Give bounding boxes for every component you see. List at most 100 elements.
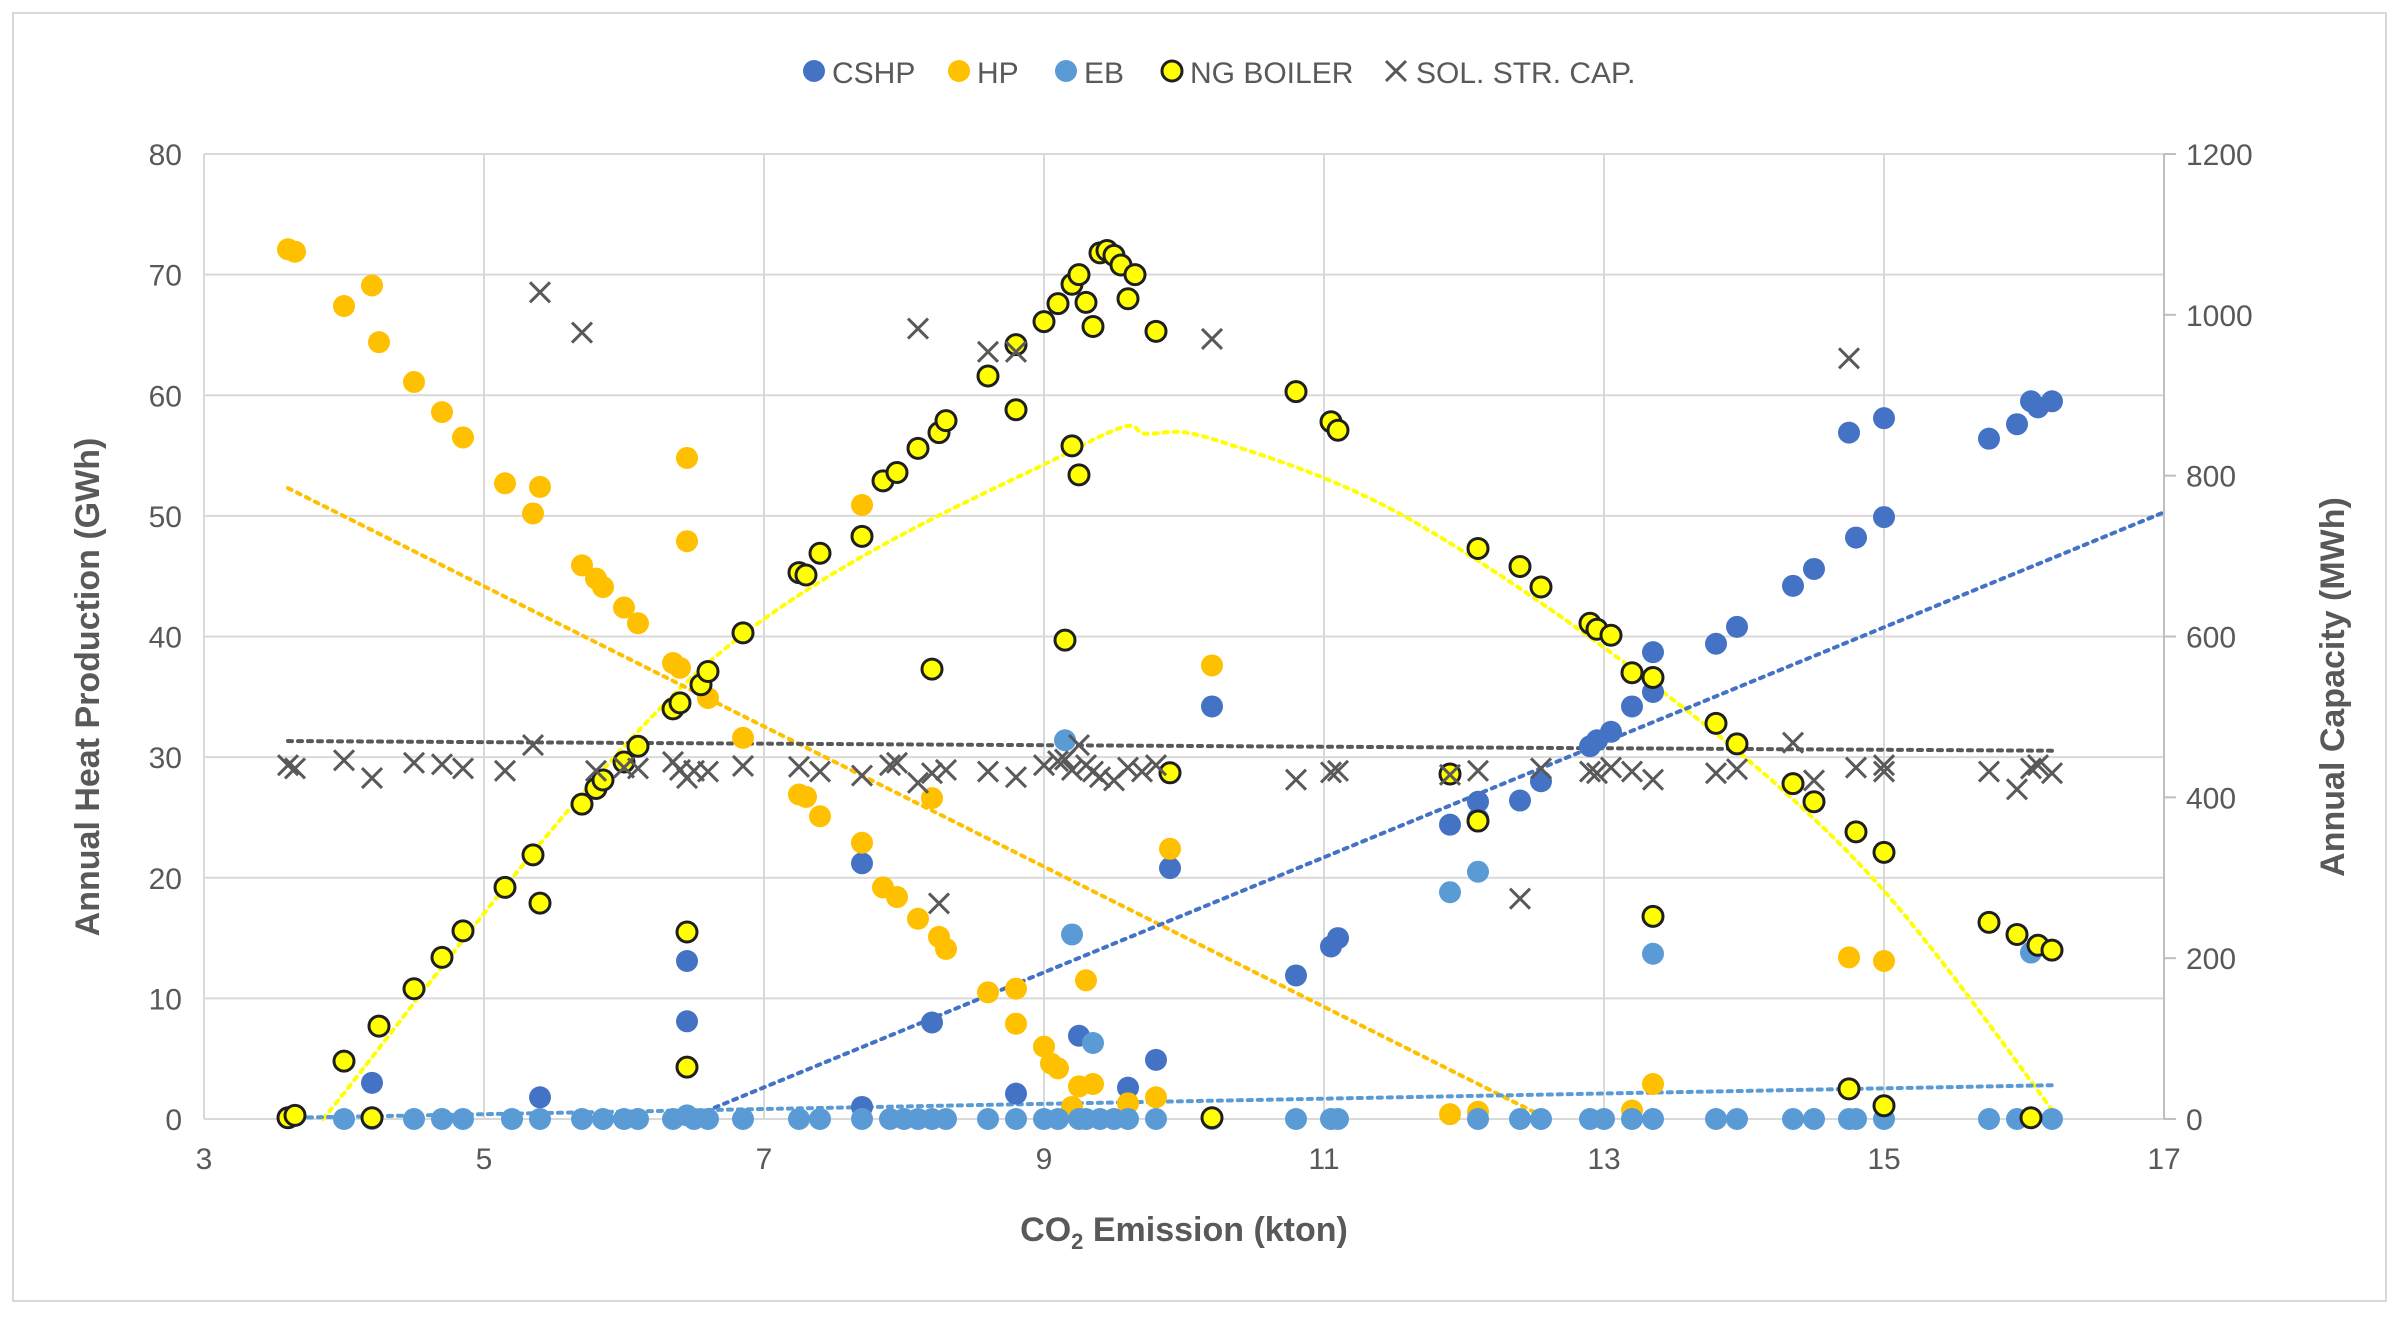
- point-ng: [1067, 263, 1091, 287]
- point-eb: [571, 1108, 593, 1130]
- point-hp: [627, 612, 649, 635]
- point-sol: [1004, 340, 1028, 363]
- point-cshp: [1530, 770, 1552, 793]
- y-right-tick-label: 0: [2186, 1104, 2203, 1137]
- point-ng: [696, 659, 720, 683]
- point-eb: [1145, 1108, 1167, 1130]
- point-ng: [920, 657, 944, 681]
- point-cshp: [1705, 632, 1727, 655]
- point-sol: [1529, 757, 1553, 780]
- point-sol: [1725, 758, 1749, 781]
- point-cshp: [1978, 427, 2000, 450]
- point-sol: [878, 754, 902, 777]
- point-ng: [332, 1049, 356, 1073]
- x-axis-title: CO2 Emission (kton): [1020, 1211, 1348, 1254]
- point-sol: [451, 757, 475, 780]
- point-ng: [1032, 310, 1056, 334]
- point-ng: [1599, 623, 1623, 647]
- point-sol: [493, 759, 517, 782]
- y-left-tick-label: 10: [149, 983, 182, 1016]
- point-eb: [333, 1108, 355, 1130]
- point-sol: [1088, 766, 1112, 789]
- point-eb: [1327, 1108, 1349, 1130]
- point-sol: [1319, 761, 1343, 784]
- point-hp: [1033, 1035, 1055, 1058]
- point-eb: [1845, 1108, 1867, 1130]
- point-eb: [1509, 1108, 1531, 1130]
- point-sol: [430, 753, 454, 776]
- point-hp: [1439, 1103, 1461, 1126]
- point-hp: [669, 656, 691, 679]
- point-ng: [1046, 292, 1070, 316]
- point-ng: [1641, 904, 1665, 928]
- legend-marker-cshp: [803, 60, 825, 82]
- point-eb: [501, 1108, 523, 1130]
- point-sol: [1466, 759, 1490, 782]
- point-ng: [626, 734, 650, 758]
- point-ng: [430, 945, 454, 969]
- point-sol: [1781, 731, 1805, 754]
- legend-item-sol-str-cap: SOL. STR. CAP.: [1384, 57, 1636, 90]
- legend-marker-ng-boiler: [1160, 59, 1184, 83]
- y-left-tick-label: 60: [149, 380, 182, 413]
- point-eb: [697, 1108, 719, 1130]
- x-tick-label: 7: [756, 1143, 773, 1176]
- point-hp: [851, 831, 873, 854]
- point-eb: [851, 1108, 873, 1130]
- point-sol: [1578, 760, 1602, 783]
- point-ng: [2005, 922, 2029, 946]
- point-cshp: [1509, 789, 1531, 812]
- point-sol: [521, 734, 545, 757]
- point-cshp: [1726, 615, 1748, 638]
- point-ng: [1466, 536, 1490, 560]
- point-sol: [283, 757, 307, 780]
- point-eb: [935, 1108, 957, 1130]
- y-right-tick-label: 600: [2186, 622, 2236, 655]
- legend-item-hp: HP: [948, 57, 1019, 90]
- point-ng: [1704, 711, 1728, 735]
- point-eb: [977, 1108, 999, 1130]
- point-cshp: [1117, 1076, 1139, 1099]
- point-eb: [431, 1108, 453, 1130]
- point-ng: [1284, 380, 1308, 404]
- legend-item-cshp: CSHP: [803, 57, 915, 90]
- point-hp: [333, 294, 355, 317]
- point-cshp: [1467, 790, 1489, 813]
- point-hp: [592, 576, 614, 599]
- point-sol: [976, 760, 1000, 783]
- point-hp: [1642, 1073, 1664, 1096]
- point-eb: [1726, 1108, 1748, 1130]
- point-sol: [1200, 327, 1224, 351]
- point-sol: [906, 771, 930, 794]
- point-ng: [521, 843, 545, 867]
- y-axis-left-title: Annual Heat Production (GWh): [69, 438, 107, 937]
- point-ng: [1158, 761, 1182, 785]
- point-ng: [283, 1103, 307, 1127]
- point-hp: [1201, 654, 1223, 677]
- point-hp: [368, 331, 390, 354]
- point-sol: [2026, 754, 2050, 777]
- point-sol: [1144, 754, 1168, 777]
- point-eb: [732, 1108, 754, 1130]
- point-eb: [809, 1108, 831, 1130]
- point-sol: [1508, 887, 1532, 910]
- point-ng: [850, 524, 874, 548]
- point-sol: [1872, 754, 1896, 777]
- point-sol: [1599, 756, 1623, 779]
- x-tick-label: 5: [476, 1143, 493, 1176]
- point-eb: [592, 1108, 614, 1130]
- point-eb: [529, 1108, 551, 1130]
- y-left-tick-label: 80: [149, 139, 182, 172]
- point-ng: [1081, 314, 1105, 338]
- point-cshp: [1873, 407, 1895, 430]
- y-right-tick-label: 200: [2186, 943, 2236, 976]
- point-sol: [906, 317, 930, 340]
- point-cshp: [1159, 857, 1181, 880]
- legend-label-ng-boiler: NG BOILER: [1190, 57, 1353, 90]
- point-eb: [1082, 1032, 1104, 1055]
- point-hp: [732, 726, 754, 749]
- y-right-tick-label: 400: [2186, 782, 2236, 815]
- point-sol: [1641, 768, 1665, 791]
- y-left-tick-label: 30: [149, 742, 182, 775]
- point-hp: [1117, 1092, 1139, 1115]
